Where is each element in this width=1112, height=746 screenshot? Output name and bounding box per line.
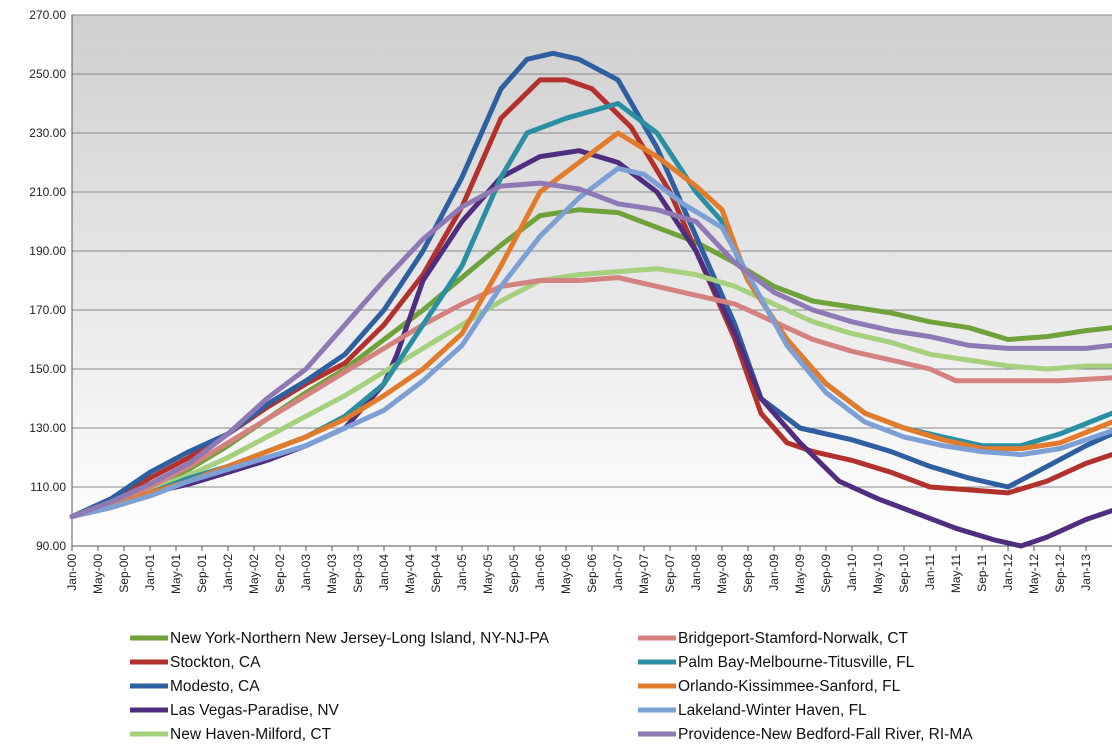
series-line-9 [69,180,1112,519]
x-tick-label: Sep-10 [897,554,911,593]
x-tick-label: May-02 [247,554,261,594]
x-tick-label: Sep-08 [741,554,755,593]
x-tick-label: May-03 [325,554,339,594]
x-tick-label: Sep-02 [273,554,287,593]
x-tick-label: May-04 [403,554,417,594]
x-tick-label: Jan-05 [455,554,469,591]
legend-label: Orlando-Kissimmee-Sanford, FL [678,678,901,695]
series-line-4 [69,266,1112,519]
x-tick-label: May-10 [871,554,885,594]
legend-label: Stockton, CA [170,654,261,671]
x-tick-label: Jan-13 [1079,554,1093,591]
series-lines [69,50,1112,549]
legend-label: Modesto, CA [170,678,260,695]
x-tick-label: Sep-04 [429,554,443,593]
legend-label: Palm Bay-Melbourne-Titusville, FL [678,654,915,671]
legend-label: New Haven-Milford, CT [170,726,332,743]
x-tick-label: Jan-04 [377,554,391,591]
y-tick-label: 210.00 [29,185,66,199]
y-tick-label: 90.00 [36,539,66,553]
x-tick-label: May-00 [91,554,105,594]
x-tick-label: Jan-03 [299,554,313,591]
x-tick-label: Jan-01 [143,554,157,591]
x-tick-label: Jan-11 [923,554,937,590]
y-tick-label: 170.00 [29,303,66,317]
y-tick-label: 250.00 [29,67,66,81]
legend-label: Las Vegas-Paradise, NV [170,702,340,719]
x-tick-label: Sep-00 [117,554,131,593]
y-tick-label: 130.00 [29,421,66,435]
x-tick-label: Sep-03 [351,554,365,593]
x-tick-label: May-01 [169,554,183,594]
y-axis: 90.00 110.00 130.00 150.00 170.00 190.00 210.0… [29,8,73,553]
legend: New York-Northern New Jersey-Long Island… [130,630,973,743]
x-tick-label: Jan-07 [611,554,625,591]
x-tick-label: May-09 [793,554,807,594]
legend-label: Providence-New Bedford-Fall River, RI-MA [678,726,973,743]
legend-label: New York-Northern New Jersey-Long Island… [170,630,550,647]
x-tick-label: Jan-00 [65,554,79,591]
series-line-5 [69,275,1112,519]
series-line-8 [69,165,1112,519]
x-tick-label: May-05 [481,554,495,594]
series-line-7 [69,130,1112,519]
x-tick-label: Jan-08 [689,554,703,591]
x-tick-label: Sep-07 [663,554,677,593]
x-tick-label: May-11 [949,554,963,593]
x-tick-label: Sep-01 [195,554,209,593]
x-tick-label: Sep-09 [819,554,833,593]
x-tick-label: Jan-09 [767,554,781,591]
x-tick-label: May-07 [637,554,651,594]
legend-label: Bridgeport-Stamford-Norwalk, CT [678,630,909,647]
series-line-3 [69,148,1112,549]
gridlines [72,14,1112,547]
legend-label: Lakeland-Winter Haven, FL [678,702,867,719]
series-line-2 [69,50,1112,519]
x-tick-label: Sep-05 [507,554,521,593]
x-tick-label: Sep-12 [1053,554,1067,593]
x-tick-label: May-06 [559,554,573,594]
y-tick-label: 150.00 [29,362,66,376]
y-tick-label: 190.00 [29,244,66,258]
x-tick-label: Sep-06 [585,554,599,593]
x-tick-label: Jan-02 [221,554,235,591]
x-tick-label: Jan-06 [533,554,547,591]
x-tick-label: Jan-10 [845,554,859,591]
x-tick-label: May-12 [1027,554,1041,594]
y-tick-label: 230.00 [29,126,66,140]
y-tick-label: 270.00 [29,8,66,22]
x-tick-label: Jan-12 [1001,554,1015,591]
y-tick-label: 110.00 [30,480,66,494]
x-tick-label: Sep-11 [975,554,989,592]
x-axis: Jan-00 May-00 Sep-00 Jan-01 May-01 Sep-01 Jan-… [65,545,1112,594]
x-tick-label: May-08 [715,554,729,594]
